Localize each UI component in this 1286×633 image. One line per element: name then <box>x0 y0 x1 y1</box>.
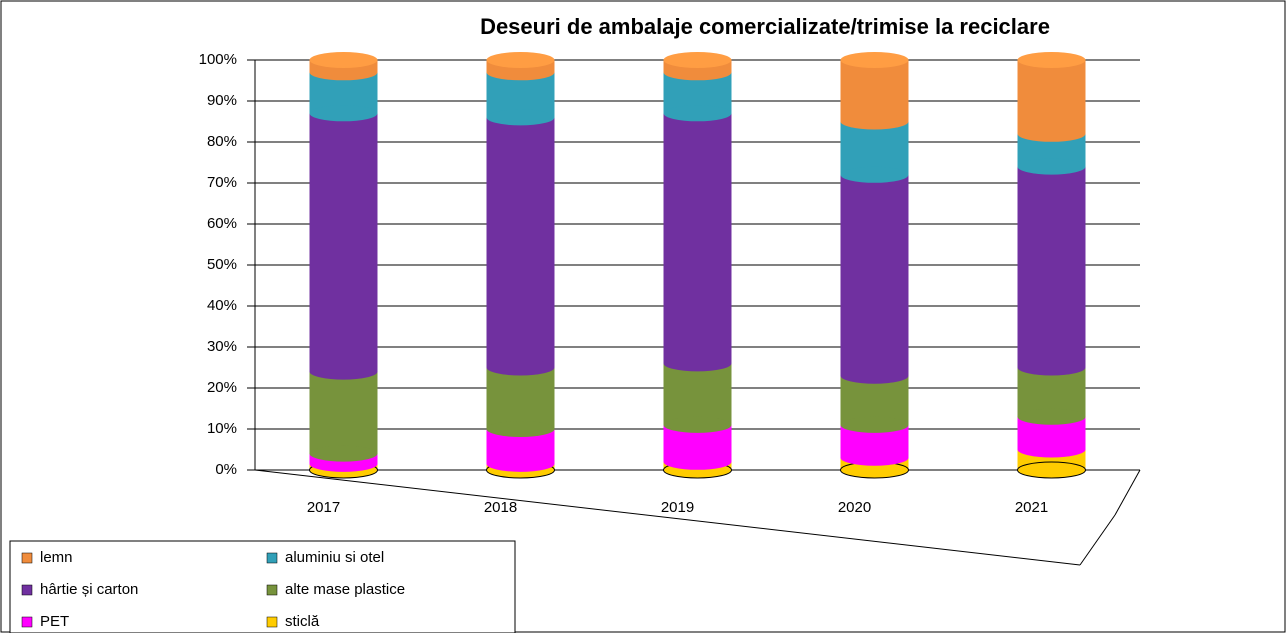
cylinder-top <box>840 52 909 68</box>
legend-label: hârtie și carton <box>40 581 138 598</box>
x-tick-label: 2021 <box>1015 499 1048 516</box>
y-tick-label: 10% <box>207 420 237 437</box>
cylinder-bottom <box>663 355 732 372</box>
legend-swatch <box>21 552 33 564</box>
legend-swatch <box>266 616 278 628</box>
x-tick-label: 2017 <box>307 499 340 516</box>
cylinder-bottom <box>1017 158 1086 175</box>
floor-line <box>254 469 1081 566</box>
y-tick-label: 0% <box>215 461 237 478</box>
x-tick-label: 2018 <box>484 499 517 516</box>
legend-swatch <box>21 616 33 628</box>
cylinder-segment <box>309 113 378 372</box>
cylinder-bottom <box>486 64 555 81</box>
cylinder-bottom <box>663 64 732 81</box>
cylinder-segment <box>1017 367 1086 417</box>
y-tick-label: 40% <box>207 297 237 314</box>
cylinder-segment <box>486 367 555 429</box>
cylinder-bottom <box>1017 125 1086 142</box>
legend-label: PET <box>40 613 69 630</box>
cylinder-bottom <box>663 105 732 122</box>
cylinder-bottom <box>840 113 909 130</box>
legend-label: lemn <box>40 549 73 566</box>
cylinder-bottom <box>840 367 909 384</box>
legend-label: alte mase plastice <box>285 581 405 598</box>
cylinder-segment <box>840 174 909 376</box>
cylinder-bottom <box>486 109 555 126</box>
legend-swatch <box>266 584 278 596</box>
floor-line <box>1114 469 1141 516</box>
y-tick-label: 70% <box>207 174 237 191</box>
y-tick-label: 50% <box>207 256 237 273</box>
y-tick-label: 90% <box>207 92 237 109</box>
cylinder-bottom <box>1017 461 1086 479</box>
cylinder-bottom <box>309 445 378 462</box>
legend-box <box>9 540 516 633</box>
cylinder-segment <box>1017 166 1086 368</box>
cylinder-bottom <box>309 105 378 122</box>
y-tick-label: 80% <box>207 133 237 150</box>
y-tick-label: 30% <box>207 338 237 355</box>
cylinder-bottom <box>1017 359 1086 376</box>
cylinder-segment <box>840 60 909 122</box>
cylinder-top <box>1017 52 1086 68</box>
cylinder-bottom <box>309 363 378 380</box>
cylinder-bottom <box>1017 408 1086 425</box>
legend-swatch <box>21 584 33 596</box>
cylinder-bottom <box>663 453 732 470</box>
y-tick-label: 20% <box>207 379 237 396</box>
cylinder-segment <box>309 371 378 454</box>
cylinder-segment <box>840 375 909 425</box>
cylinder-segment <box>663 363 732 425</box>
cylinder-bottom <box>486 421 555 437</box>
cylinder-bottom <box>840 416 909 433</box>
cylinder-segment <box>663 113 732 364</box>
cylinder-segment <box>840 121 909 175</box>
legend-label: sticlă <box>285 613 320 630</box>
cylinder-bottom <box>486 359 555 376</box>
cylinder-bottom <box>1017 441 1086 458</box>
x-tick-label: 2020 <box>838 499 871 516</box>
legend-label: aluminiu si otel <box>285 549 384 566</box>
cylinder-bottom <box>840 449 909 466</box>
cylinder-bottom <box>309 64 378 81</box>
cylinder-segment <box>486 117 555 368</box>
y-tick-label: 100% <box>199 51 237 68</box>
cylinder-top <box>663 52 732 68</box>
y-tick-label: 60% <box>207 215 237 232</box>
legend-swatch <box>266 552 278 564</box>
cylinder-bottom <box>486 455 555 472</box>
cylinder-top <box>309 52 378 68</box>
chart-title: Deseuri de ambalaje comercializate/trimi… <box>480 14 1050 39</box>
cylinder-bottom <box>840 166 909 183</box>
cylinder-segment <box>1017 60 1086 134</box>
x-tick-label: 2019 <box>661 499 694 516</box>
cylinder-bottom <box>663 416 732 433</box>
cylinder-top <box>486 52 555 68</box>
floor-line <box>1079 514 1116 566</box>
